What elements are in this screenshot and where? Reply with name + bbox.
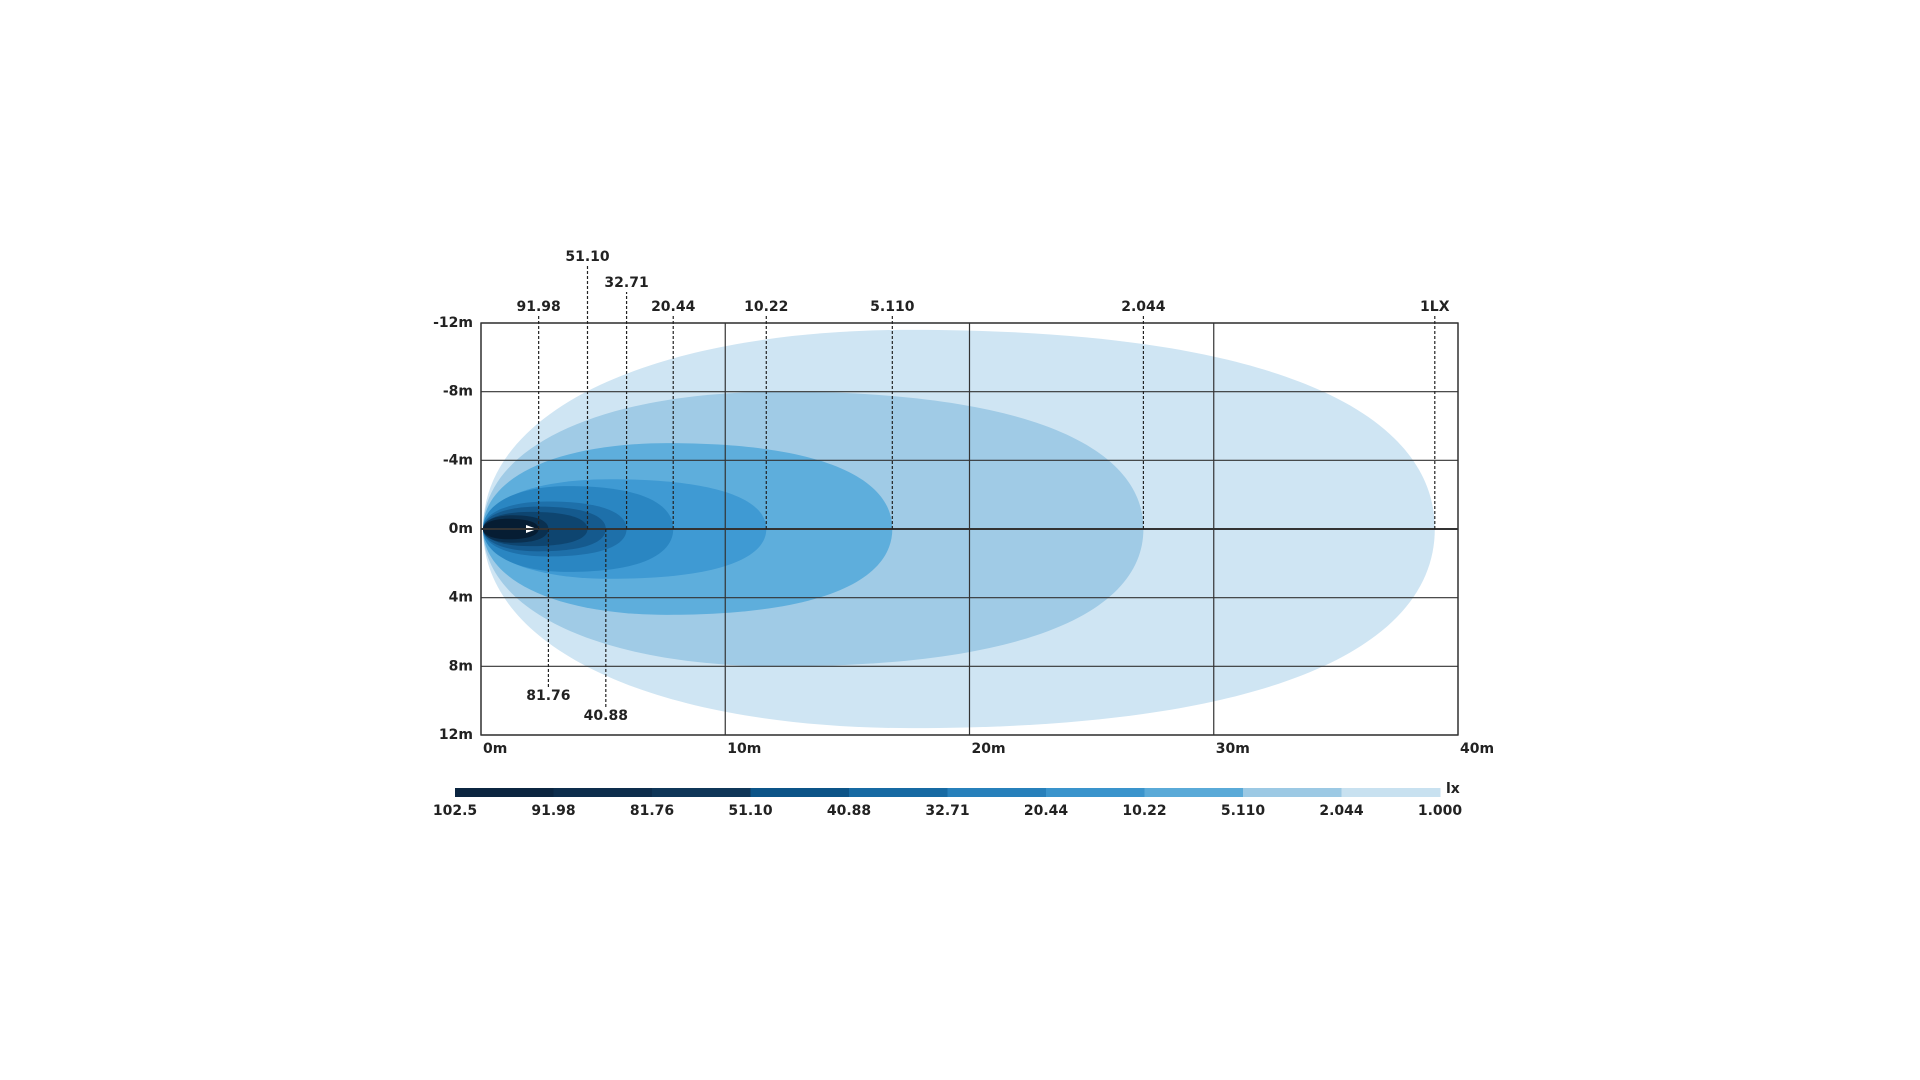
isolux-label: 2.044 (1121, 299, 1166, 315)
isolux-label: 5.110 (870, 299, 915, 315)
isolux-label: 40.88 (584, 708, 628, 724)
x-tick-label: 30m (1216, 741, 1250, 757)
colorbar-segment (750, 788, 850, 797)
colorbar-label: 51.10 (728, 803, 773, 819)
colorbar-label: 40.88 (827, 803, 871, 819)
isolux-label: 81.76 (526, 688, 570, 704)
y-tick-label: 12m (439, 727, 473, 743)
colorbar-label: 91.98 (531, 803, 575, 819)
x-tick-label: 40m (1460, 741, 1494, 757)
colorbar-label: 20.44 (1024, 803, 1069, 819)
colorbar-segment (1243, 788, 1342, 797)
y-tick-label: 8m (449, 658, 473, 674)
isolux-label: 91.98 (516, 299, 560, 315)
colorbar-label: 102.5 (433, 803, 477, 819)
colorbar-label: 81.76 (630, 803, 674, 819)
isolux-label: 32.71 (604, 275, 648, 291)
isolux-label: 10.22 (744, 299, 788, 315)
isolux-label: 1LX (1420, 299, 1450, 315)
colorbar-label: 5.110 (1221, 803, 1266, 819)
x-tick-label: 0m (483, 741, 507, 757)
plot-border (480, 322, 1459, 736)
colorbar-segment (1144, 788, 1244, 797)
colorbar-segment (652, 788, 751, 797)
colorbar-segment (455, 788, 554, 797)
y-tick-label: -8m (443, 384, 473, 400)
colorbar-unit: lx (1446, 781, 1460, 797)
colorbar-segment (553, 788, 653, 797)
colorbar-segment (849, 788, 948, 797)
colorbar-label: 10.22 (1122, 803, 1166, 819)
x-tick-label: 10m (727, 741, 761, 757)
y-tick-label: -12m (433, 315, 473, 331)
isolux-label: 20.44 (651, 299, 696, 315)
colorbar-label: 1.000 (1418, 803, 1463, 819)
isolux-label: 51.10 (565, 249, 610, 265)
y-tick-label: 4m (449, 590, 473, 606)
x-tick-label: 20m (972, 741, 1006, 757)
y-tick-label: -4m (443, 452, 473, 468)
colorbar-segment (1341, 788, 1441, 797)
colorbar-label: 32.71 (925, 803, 969, 819)
colorbar-segment (947, 788, 1047, 797)
colorbar-label: 2.044 (1319, 803, 1364, 819)
colorbar-segment (1046, 788, 1145, 797)
y-tick-label: 0m (449, 521, 473, 537)
